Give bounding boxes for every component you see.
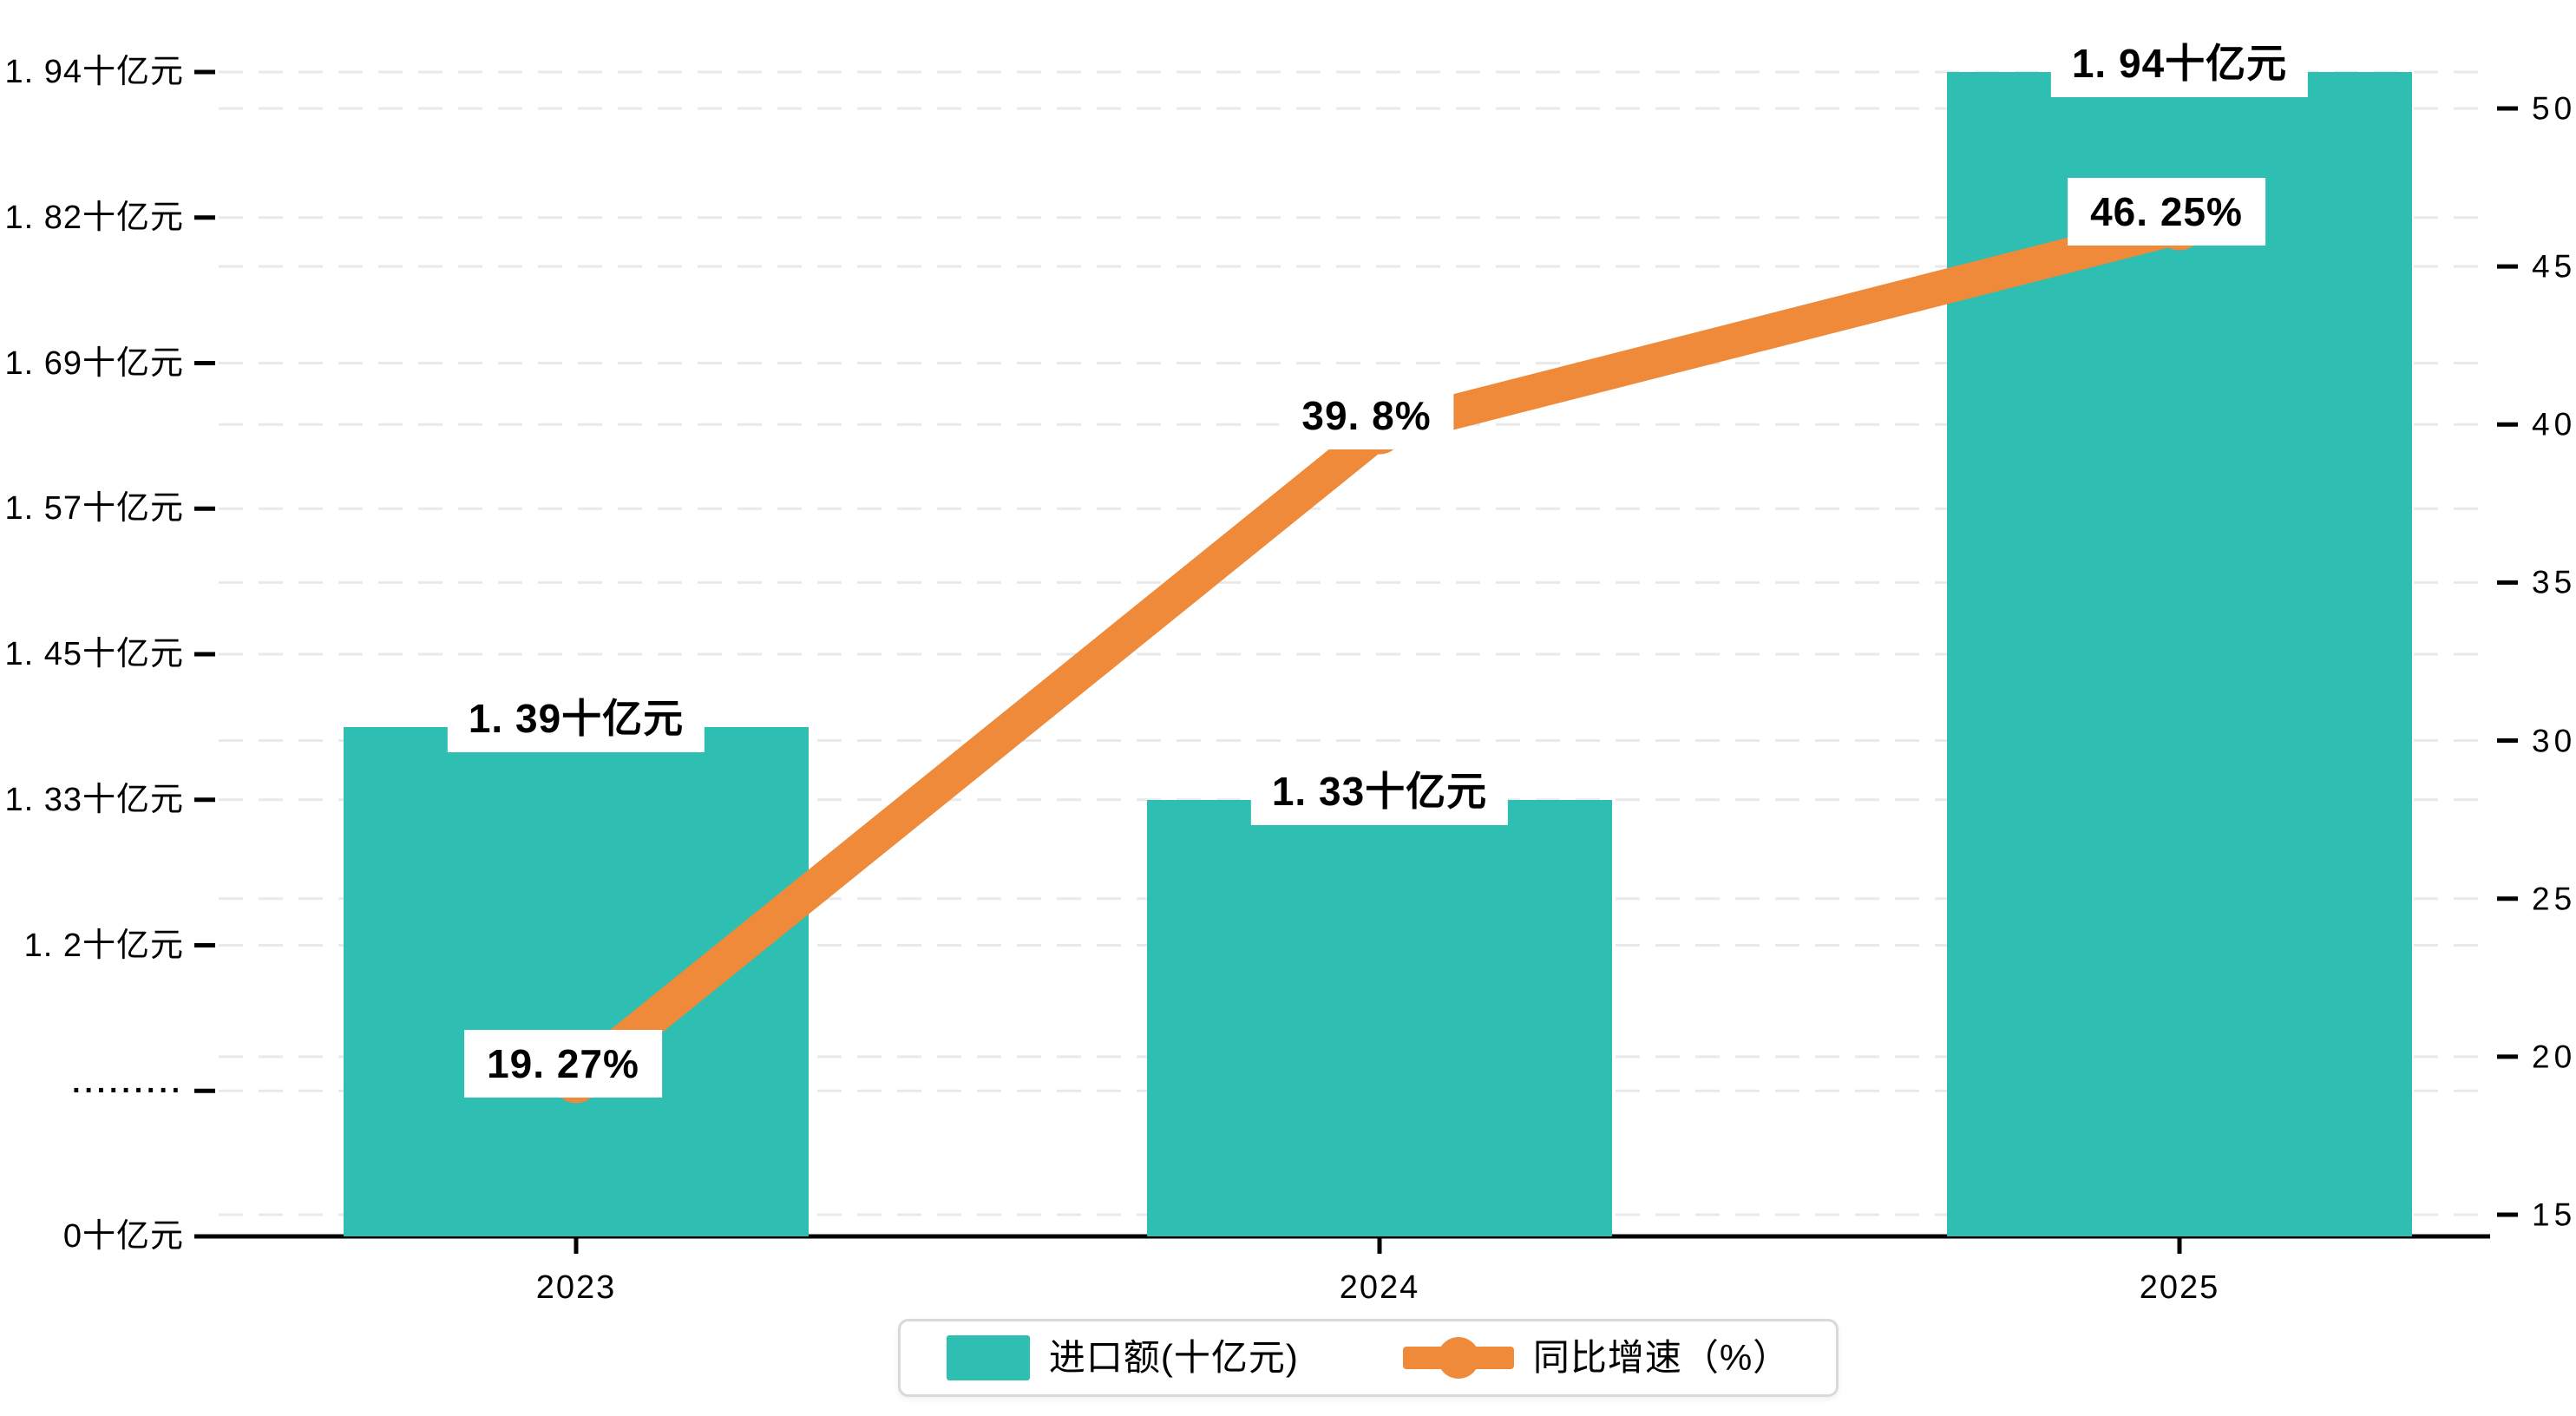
legend-label-import-amount: 进口额(十亿元) [1048,1337,1299,1378]
line-marker-dot [1437,1337,1479,1379]
bar-2025[interactable] [1947,72,2412,1236]
left-axis-tick-label: 1. 2十亿元 [23,927,184,964]
legend-label-yoy-growth: 同比增速（%） [1532,1337,1791,1378]
x-axis-category-label: 2025 [2139,1269,2220,1306]
x-axis-category-label: 2023 [535,1269,617,1306]
right-axis-tick-label: 30 [2532,723,2576,759]
right-axis-tick-label: 35 [2532,564,2576,600]
bar-value-label-2023: 1. 39十亿元 [447,684,705,752]
bar-2024[interactable] [1147,799,1612,1236]
legend-item-yoy-growth[interactable]: 同比增速（%） [1402,1335,1791,1380]
growth-value-label-2024: 39. 8% [1279,381,1454,449]
legend-item-import-amount[interactable]: 进口额(十亿元) [946,1335,1299,1380]
right-axis-tick-label: 25 [2532,881,2576,917]
x-axis-category-label: 2024 [1339,1269,1420,1306]
line-series-marker-icon [1402,1335,1514,1380]
legend: 进口额(十亿元) 同比增速（%） [898,1319,1839,1397]
bar-value-label-2025: 1. 94十亿元 [2050,30,2309,97]
right-axis-tick-label: 50 [2532,90,2576,127]
right-axis-tick-label: 40 [2532,406,2576,442]
left-axis-tick-label: 1. 69十亿元 [4,344,184,382]
left-axis-tick-label: 1. 57十亿元 [4,490,184,528]
growth-value-label-2025: 46. 25% [2068,177,2265,246]
left-axis-tick-label: 1. 94十亿元 [4,54,184,90]
bar-value-label-2024: 1. 33十亿元 [1250,757,1509,825]
left-axis-tick-label: 0十亿元 [62,1218,184,1255]
left-axis-tick-label: 1. 33十亿元 [4,781,184,818]
right-axis-tick-label: 45 [2532,248,2576,285]
bar-series-swatch-icon [946,1335,1030,1380]
growth-value-label-2023: 19. 27% [464,1030,662,1098]
right-axis-tick-label: 20 [2532,1039,2576,1075]
right-axis-tick-label: 15 [2532,1196,2576,1233]
left-axis-tick-label: 1. 82十亿元 [4,199,184,236]
left-axis-tick-label: 1. 45十亿元 [4,636,184,672]
bar-2023[interactable] [344,726,809,1236]
left-axis-break-label: ········· [72,1074,184,1108]
